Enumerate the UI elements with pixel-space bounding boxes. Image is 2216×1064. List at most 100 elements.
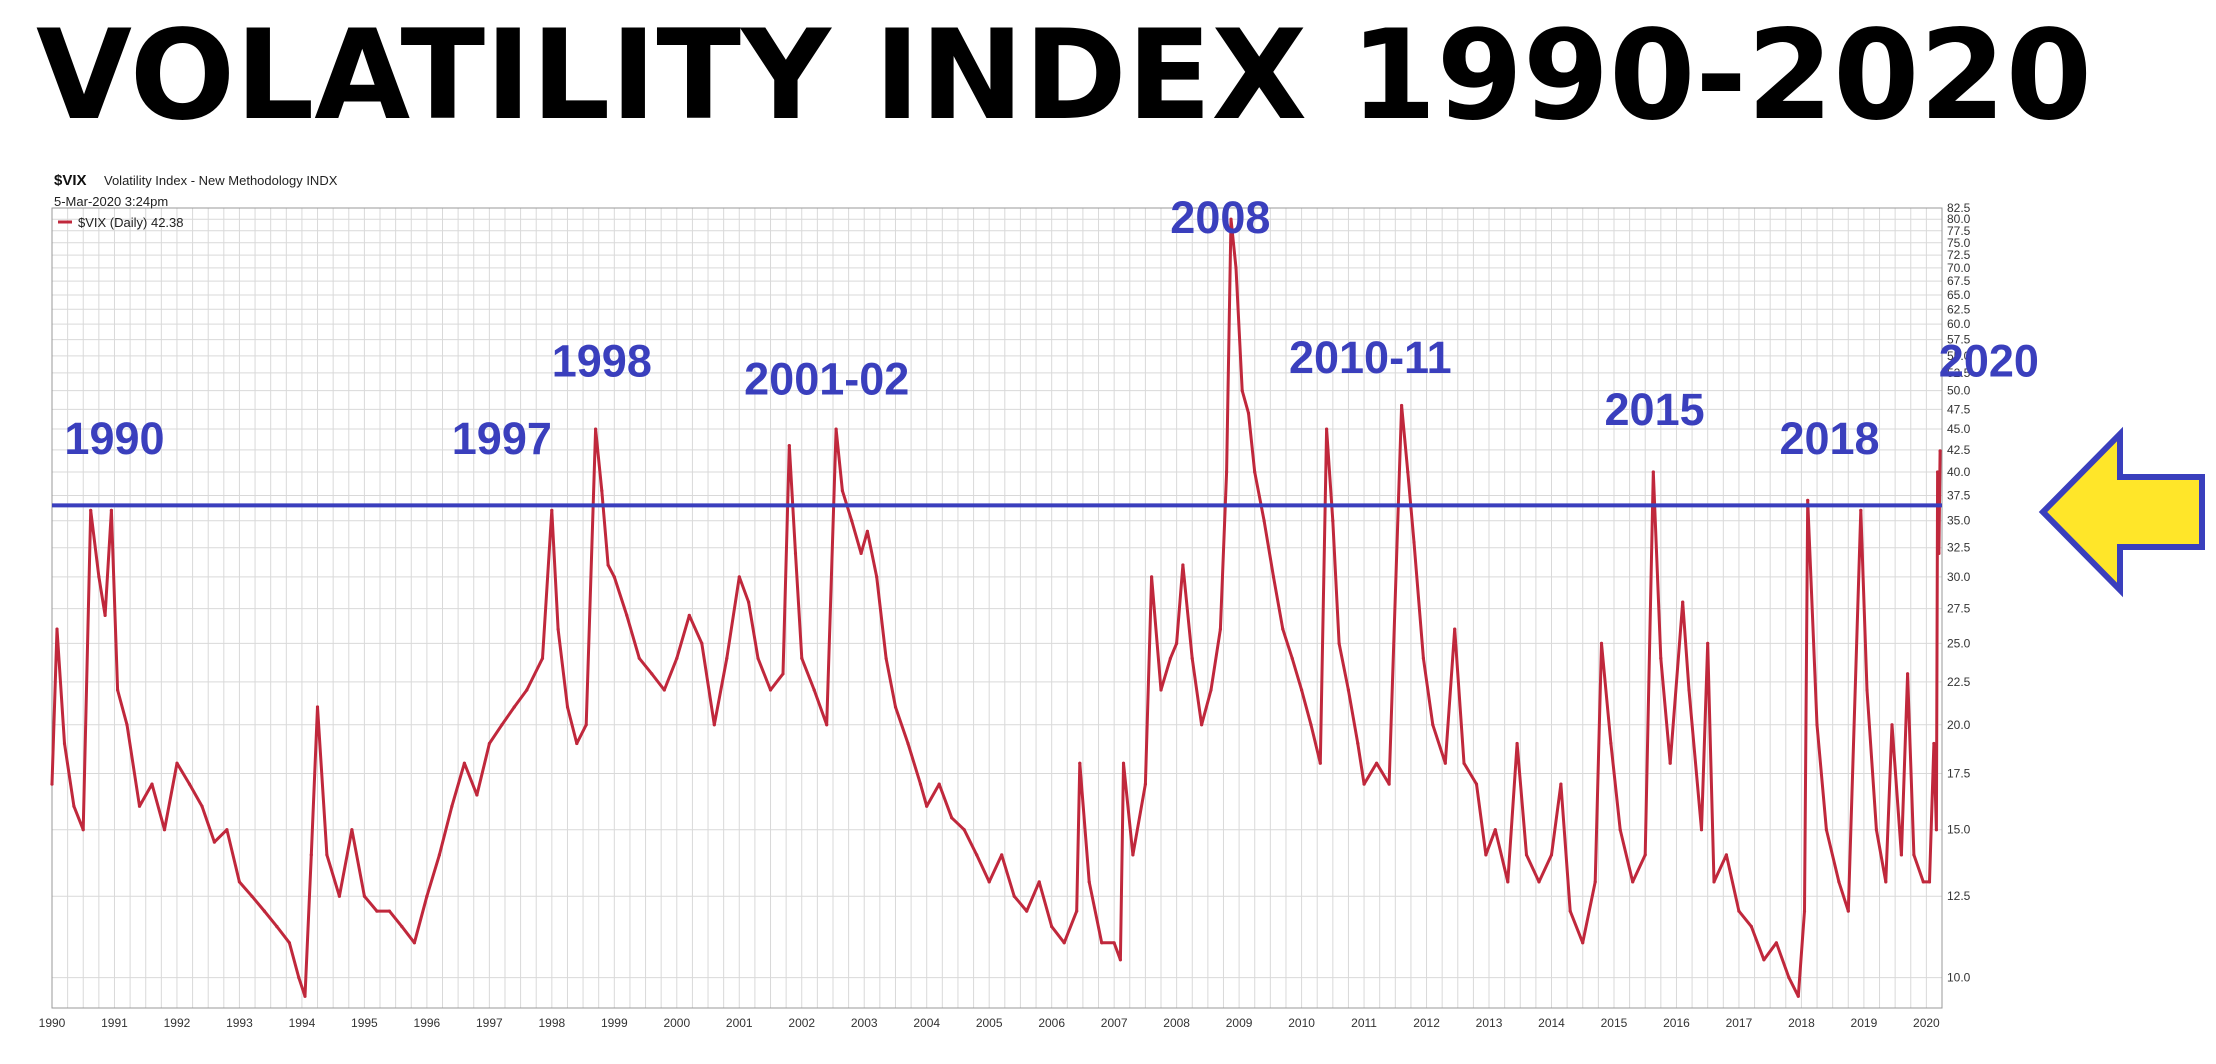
y-tick-label: 57.5 <box>1947 333 1971 347</box>
vix-data-point <box>1112 941 1116 945</box>
x-tick-label: 1991 <box>101 1016 128 1030</box>
vix-data-point <box>425 894 429 898</box>
x-tick-label: 2001 <box>726 1016 753 1030</box>
vix-data-point <box>315 705 320 709</box>
vix-data-point <box>375 909 379 913</box>
vix-data-point <box>906 741 910 746</box>
vix-data-point <box>1087 880 1091 884</box>
vix-data-point <box>1240 389 1244 393</box>
x-tick-label: 1999 <box>601 1016 628 1030</box>
vix-data-point <box>225 828 229 832</box>
x-tick-label: 2004 <box>913 1016 940 1030</box>
vix-data-point <box>1253 470 1257 474</box>
vix-data-point <box>675 656 679 660</box>
vix-data-point <box>1271 575 1276 579</box>
vix-data-point <box>575 741 579 746</box>
vix-data-point <box>475 793 479 797</box>
vix-data-point <box>1050 925 1054 929</box>
x-tick-label: 2015 <box>1601 1016 1628 1030</box>
vix-series-line <box>50 217 1942 998</box>
vix-data-point <box>1659 656 1663 660</box>
vix-data-point <box>1159 688 1163 692</box>
vix-data-point <box>737 575 741 579</box>
vix-data-point <box>1443 761 1447 765</box>
vix-data-point <box>1884 880 1888 884</box>
x-tick-label: 2000 <box>663 1016 690 1030</box>
vix-data-point <box>987 880 991 884</box>
vix-data-point <box>275 925 279 929</box>
vix-data-point <box>1281 627 1285 631</box>
vix-data-point <box>850 519 854 523</box>
vix-data-point <box>250 894 254 898</box>
vix-data-point <box>1309 723 1313 727</box>
vix-data-point <box>1921 880 1925 884</box>
y-tick-label: 25.0 <box>1947 636 1971 650</box>
chart-description: Volatility Index - New Methodology INDX <box>104 173 338 188</box>
vix-data-point <box>50 782 54 786</box>
page-title: VOLATILITY INDEX 1990-2020 <box>36 4 2092 148</box>
vix-data-point <box>612 575 616 579</box>
vix-data-point <box>1927 880 1932 884</box>
y-tick-label: 45.0 <box>1947 422 1971 436</box>
vix-data-point <box>781 672 785 676</box>
vix-data-point <box>81 828 85 832</box>
vix-data-point <box>1118 958 1122 962</box>
vix-data-point <box>487 741 491 746</box>
y-tick-label: 75.0 <box>1947 236 1971 250</box>
vix-data-point <box>303 994 307 998</box>
vix-data-point <box>865 529 870 533</box>
vix-data-point <box>540 656 545 660</box>
vix-data-point <box>1936 470 1940 474</box>
vix-data-point <box>1012 894 1016 898</box>
vix-data-point <box>1300 688 1304 692</box>
x-tick-label: 2014 <box>1538 1016 1565 1030</box>
vix-data-point <box>1749 925 1753 929</box>
vix-data-point <box>175 761 179 765</box>
vix-data-point <box>1762 958 1766 962</box>
vix-data-point <box>1209 688 1213 692</box>
vix-data-point <box>662 688 666 692</box>
vix-data-point <box>1938 449 1942 453</box>
vix-data-point <box>103 613 107 618</box>
vix-data-point <box>1806 498 1810 502</box>
y-tick-label: 62.5 <box>1947 302 1971 316</box>
vix-data-point <box>556 627 560 631</box>
vix-data-point <box>1190 656 1194 660</box>
x-tick-label: 1990 <box>39 1016 66 1030</box>
vix-data-point <box>1774 941 1778 945</box>
x-tick-label: 2006 <box>1038 1016 1065 1030</box>
vix-data-point <box>1899 853 1903 857</box>
vix-data-point <box>1631 880 1635 884</box>
vix-data-point <box>1699 828 1704 832</box>
vix-data-point <box>1421 656 1425 660</box>
vix-data-point <box>1906 672 1910 676</box>
vix-data-point <box>1599 641 1604 646</box>
vix-data-point <box>1431 723 1435 727</box>
year-annotation: 2015 <box>1605 384 1705 435</box>
y-tick-label: 60.0 <box>1947 317 1971 331</box>
vix-data-point <box>1406 470 1410 474</box>
vix-data-point <box>700 641 704 646</box>
vix-data-point <box>975 853 979 857</box>
vix-data-point <box>287 941 291 945</box>
vix-data-point <box>1356 741 1360 746</box>
vix-data-point <box>400 925 404 929</box>
vix-data-point <box>606 563 610 567</box>
vix-data-point <box>1362 782 1366 786</box>
vix-data-point <box>1225 470 1229 474</box>
vix-data-point <box>625 613 629 618</box>
x-tick-label: 1998 <box>538 1016 565 1030</box>
vix-data-point <box>1618 828 1622 832</box>
vix-data-point <box>500 723 504 727</box>
vix-data-point <box>893 705 898 709</box>
y-tick-label: 20.0 <box>1947 718 1971 732</box>
x-tick-label: 2018 <box>1788 1016 1815 1030</box>
y-tick-label: 70.0 <box>1947 261 1971 275</box>
x-axis-ticks: 1990 1991 1992 1993 1994 1995 1996 1997 1998 1999… <box>39 1016 1940 1030</box>
year-annotation: 1998 <box>552 335 652 386</box>
vix-data-point <box>1462 761 1466 765</box>
vix-data-point <box>834 427 838 431</box>
vix-data-point <box>1412 540 1416 544</box>
